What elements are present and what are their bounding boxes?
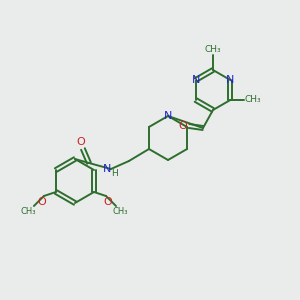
Text: N: N <box>164 111 172 121</box>
Text: H: H <box>112 169 118 178</box>
Text: O: O <box>178 121 188 131</box>
Text: CH₃: CH₃ <box>205 44 221 53</box>
Text: N: N <box>226 75 235 85</box>
Text: O: O <box>76 137 85 147</box>
Text: O: O <box>103 197 112 207</box>
Text: CH₃: CH₃ <box>112 208 128 217</box>
Text: CH₃: CH₃ <box>20 208 36 217</box>
Text: O: O <box>38 197 46 207</box>
Text: CH₃: CH₃ <box>244 95 261 104</box>
Text: N: N <box>191 75 200 85</box>
Text: N: N <box>103 164 111 174</box>
